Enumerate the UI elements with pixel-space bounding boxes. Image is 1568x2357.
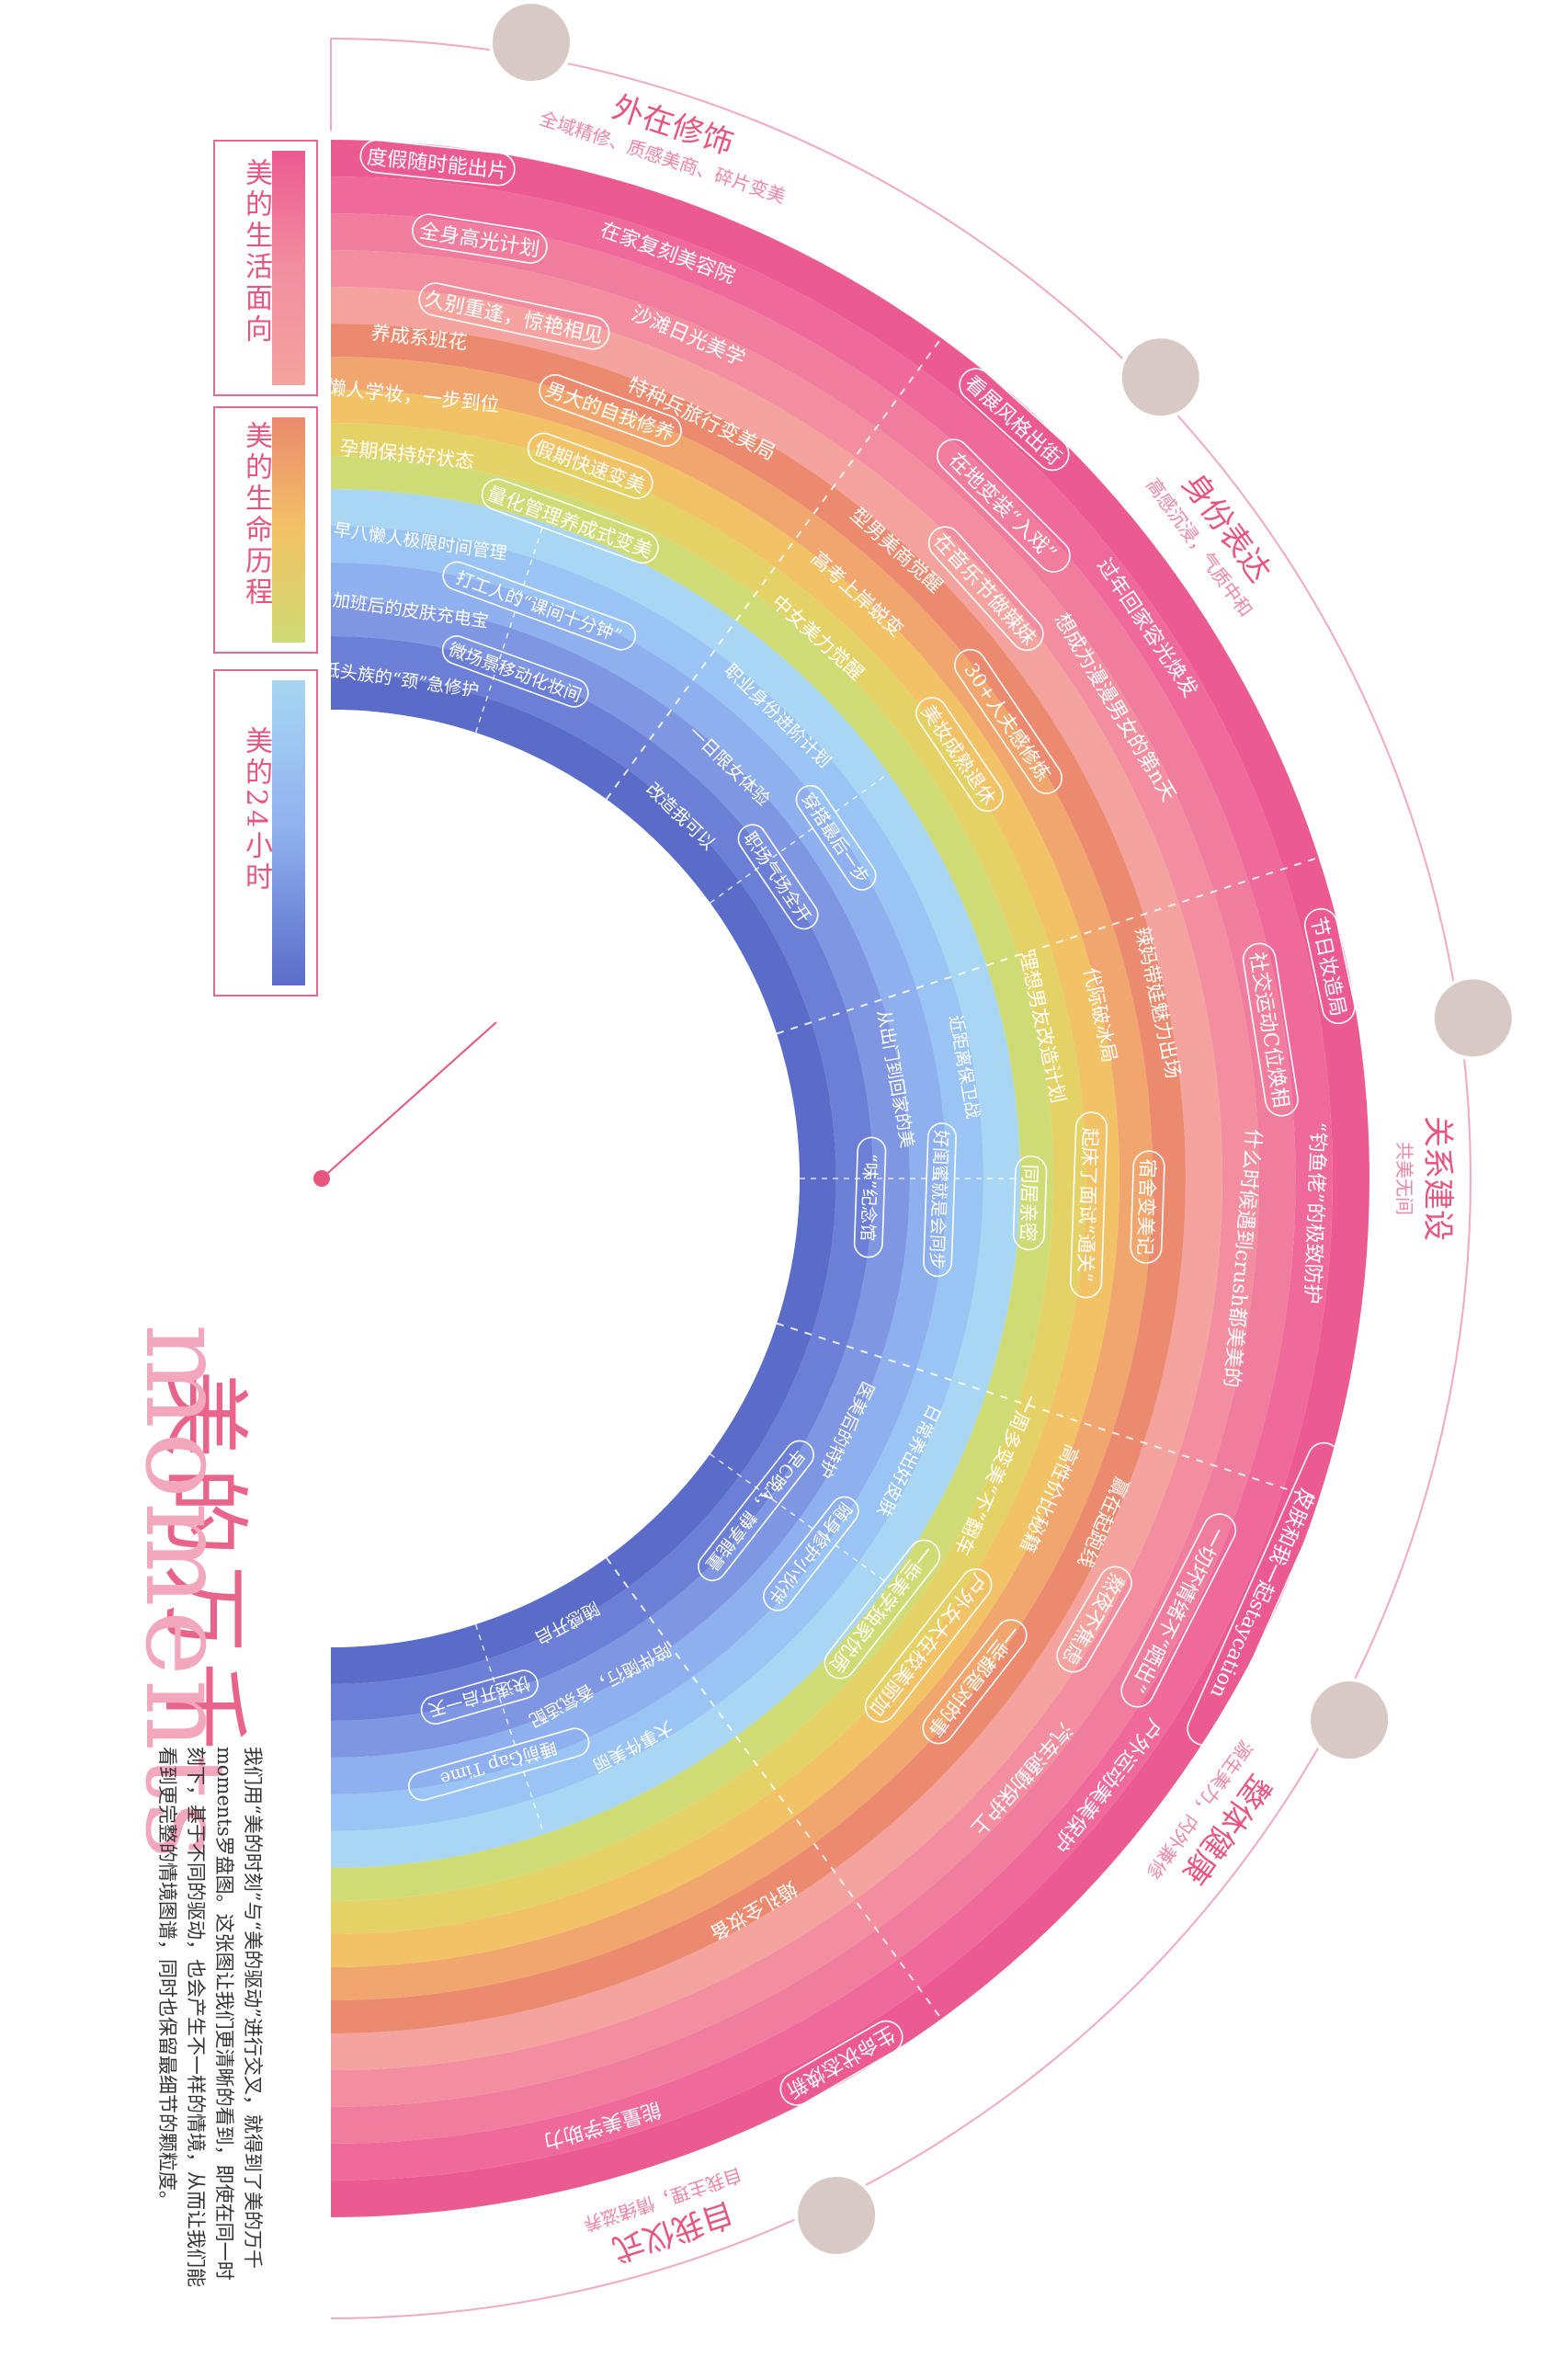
legend-box-lifestyle: 美的生活面向 — [213, 140, 318, 396]
label-pill — [927, 526, 1044, 652]
label-pill — [1120, 1513, 1237, 1708]
label-pill — [441, 635, 589, 708]
label-pill — [420, 1669, 539, 1725]
label-pill — [1130, 1150, 1165, 1264]
middle-label: 起床了面试“通关” — [1074, 1127, 1101, 1282]
middle-label: 宿舍变美记 — [1133, 1158, 1159, 1256]
label-pill — [539, 374, 682, 448]
label-pill — [795, 784, 877, 891]
sector-subtitle: 共美无间 — [1393, 1142, 1415, 1215]
label-pill — [779, 2020, 903, 2106]
outer-boundary — [330, 38, 1471, 2319]
legend-label-24h: 美的24小时 — [240, 726, 272, 894]
inner-divider — [710, 1453, 890, 1585]
label-pill — [1070, 1111, 1108, 1299]
label-pill — [412, 213, 548, 264]
label-pill — [824, 1539, 940, 1680]
inner-label: “味”纪念馆 — [857, 1153, 881, 1241]
legend-strip-24h — [272, 680, 305, 985]
label-pill — [915, 697, 1004, 813]
label-pill — [1012, 1155, 1048, 1251]
middle-label: 同居亲密 — [1017, 1164, 1041, 1242]
avatar — [1430, 975, 1516, 1061]
inner-label: 好闺蜜就是会同步 — [926, 1130, 950, 1270]
inner-label: “味”纪念馆 — [853, 1136, 887, 1258]
legend-label-lifestyle: 美的生活面向 — [240, 158, 272, 346]
label-pill — [1303, 907, 1356, 1025]
inner-label: 好闺蜜就是会同步 — [923, 1122, 957, 1278]
inner-divider — [710, 772, 890, 904]
sector-divider — [605, 256, 1002, 800]
sector-divider — [605, 1557, 1002, 2101]
label-pill — [408, 1727, 590, 1801]
middle-label: 宿舍变美记 — [1130, 1150, 1165, 1264]
center-dot — [313, 1170, 330, 1187]
sector-divider — [776, 825, 1415, 1035]
center-hole — [331, 710, 800, 1647]
label-pill — [698, 1440, 814, 1582]
label-pill — [737, 824, 819, 930]
legend-strip-lifestyle — [272, 151, 305, 385]
legend-box-24h: 美的24小时 — [213, 669, 318, 996]
legend-strip-lifecycle — [272, 417, 305, 643]
sector-title: 关系建设 — [1419, 1116, 1456, 1241]
avatar — [1118, 335, 1203, 420]
sector-title: 关系建设 — [1419, 1116, 1456, 1241]
center-needle — [321, 1021, 497, 1179]
label-pill — [359, 139, 516, 187]
sector-divider — [776, 1322, 1415, 1532]
middle-label: 起床了面试“通关” — [1070, 1111, 1108, 1299]
middle-label: 同居亲密 — [1012, 1155, 1048, 1251]
label-pill — [864, 1568, 993, 1723]
label-pill — [922, 1619, 1028, 1745]
label-pill — [1187, 1441, 1341, 1747]
legend-label-lifecycle: 美的生命历程 — [240, 421, 272, 609]
avatar — [794, 2172, 880, 2258]
avatar — [1307, 1678, 1392, 1763]
label-pill — [954, 648, 1063, 794]
label-pill — [1242, 942, 1299, 1117]
label-pill — [763, 1496, 859, 1611]
label-pill — [923, 1122, 957, 1278]
inner-divider — [474, 522, 545, 734]
label-pill — [937, 438, 1071, 573]
label-pill — [959, 368, 1070, 472]
inner-divider — [474, 1623, 545, 1835]
label-pill — [442, 561, 637, 651]
legend-box-lifecycle: 美的生命历程 — [213, 406, 318, 654]
label-pill — [853, 1136, 887, 1258]
avatar — [488, 0, 574, 85]
label-pill — [418, 282, 610, 350]
sector-subtitle: 共美无间 — [1393, 1142, 1415, 1215]
description-text: 我们用“美的时刻”与“美的驱动”进行交叉，就得到了美的万千moments罗盘图。… — [156, 1747, 264, 2287]
label-pill — [1056, 1566, 1132, 1673]
label-pill — [527, 432, 653, 499]
label-pill — [481, 478, 659, 564]
